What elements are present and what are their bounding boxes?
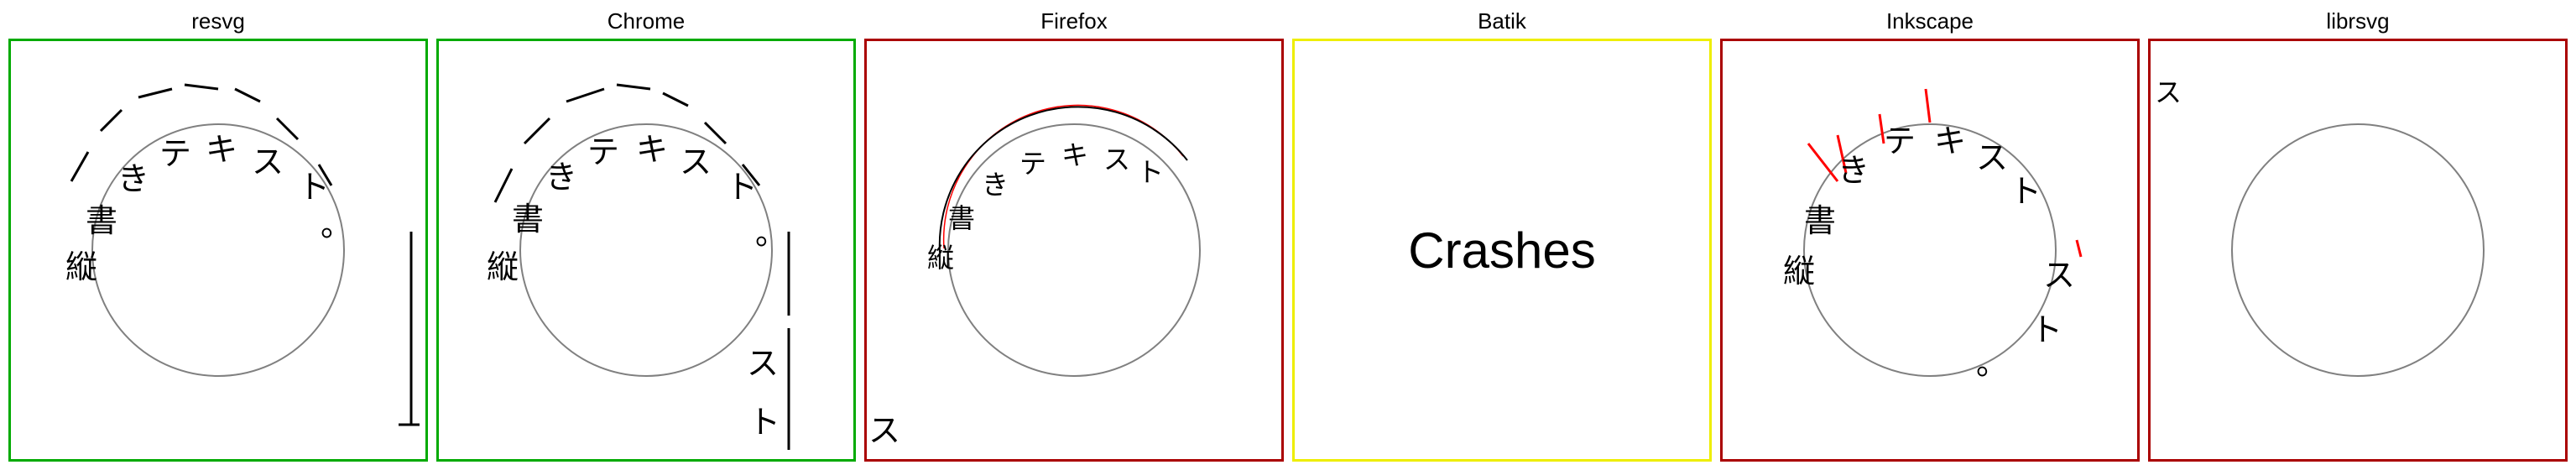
glyph-6: ス bbox=[252, 144, 284, 180]
glyph-2: 書 bbox=[1804, 202, 1836, 239]
reference-circle bbox=[519, 123, 773, 377]
panel-firefox: Firefox 縦 書 き テ キ ス ト ス bbox=[864, 0, 1284, 470]
glyph-8: ス bbox=[2043, 257, 2075, 294]
glyph-2: 書 bbox=[948, 202, 975, 234]
vertical-text: 縦 書 き テ キ ス ト 。 ス ト bbox=[487, 131, 787, 441]
reference-circle bbox=[947, 123, 1201, 377]
render-frame: 縦 書 き テ キ ス ト 。 ス ト bbox=[436, 39, 856, 462]
glyph-6: ス bbox=[1976, 139, 2008, 176]
glyph-1: 縦 bbox=[927, 242, 954, 274]
glyph-8: 。 bbox=[321, 206, 352, 243]
panel-title: Chrome bbox=[607, 8, 686, 34]
vertical-text: 縦 書 き テ キ ス ト 。 bbox=[65, 131, 352, 285]
glyph-2: 書 bbox=[86, 202, 117, 239]
glyph-10: ト bbox=[748, 404, 780, 441]
glyph-6: ス bbox=[680, 144, 712, 180]
glyph-3: き bbox=[117, 160, 149, 197]
render-canvas: 縦 書 き テ キ ス ト ス bbox=[868, 104, 1201, 449]
render-frame: 縦 書 き テ キ ス ト ス ト 。 bbox=[1720, 39, 2140, 462]
render-canvas: 縦 書 き テ キ ス ト 。 ス ト bbox=[487, 83, 790, 450]
glyph-5: キ bbox=[1934, 123, 1966, 159]
render-frame: Crashes bbox=[1292, 39, 1712, 462]
panel-title: Firefox bbox=[1040, 8, 1108, 34]
glyph-3: き bbox=[982, 169, 1009, 201]
glyph-3: き bbox=[1838, 152, 1869, 189]
panel-batik: Batik Crashes bbox=[1292, 0, 1712, 470]
glyph-7: ト bbox=[298, 169, 330, 206]
panel-resvg: resvg 縦 書 き テ キ ス ト 。 bbox=[8, 0, 428, 470]
glyph-1: 縦 bbox=[65, 248, 97, 285]
reference-circle bbox=[1803, 123, 2057, 377]
panel-inkscape: Inkscape 縦 書 き テ キ ス ト ス ト 。 bbox=[1720, 0, 2140, 470]
glyph-8: 。 bbox=[755, 215, 787, 252]
glyph-3: き bbox=[545, 159, 577, 196]
debug-marks bbox=[1807, 88, 2083, 258]
render-canvas: 縦 書 き テ キ ス ト ス ト 。 bbox=[1783, 88, 2083, 382]
glyph-5: キ bbox=[1061, 139, 1088, 171]
glyph-10: 。 bbox=[1976, 345, 2008, 382]
reference-circle bbox=[91, 123, 345, 377]
glyph-7: ト bbox=[1137, 156, 1164, 188]
vertical-text: 縦 書 き テ キ ス ト ス ト 。 bbox=[1783, 123, 2075, 382]
panel-title: librsvg bbox=[2326, 8, 2390, 34]
render-canvas: 縦 書 き テ キ ス ト 。 bbox=[65, 83, 420, 426]
glyph-1: ス bbox=[2155, 76, 2182, 108]
panel-title: Inkscape bbox=[1885, 8, 1974, 34]
render-frame: 縦 書 き テ キ ス ト 。 bbox=[8, 39, 428, 462]
glyph-4: テ bbox=[159, 135, 191, 172]
glyph-4: テ bbox=[587, 133, 619, 170]
glyph-4: テ bbox=[1884, 123, 1916, 159]
glyph-9: ト bbox=[2031, 311, 2062, 348]
panel-title: Batik bbox=[1478, 8, 1526, 34]
glyph-7: ト bbox=[726, 169, 758, 206]
render-canvas: ス bbox=[2155, 76, 2485, 377]
glyph-1: 縦 bbox=[1783, 253, 1815, 290]
panel-librsvg: librsvg ス bbox=[2148, 0, 2568, 470]
glyph-2: 書 bbox=[512, 201, 544, 238]
vertical-text: 縦 書 き テ キ ス ト ス bbox=[868, 139, 1164, 449]
glyph-8: ス bbox=[868, 412, 900, 449]
render-frame: ス bbox=[2148, 39, 2568, 462]
glyph-6: ス bbox=[1103, 144, 1130, 175]
crash-message: Crashes bbox=[1408, 222, 1596, 279]
reference-circle bbox=[2231, 123, 2485, 377]
glyph-1: 縦 bbox=[487, 248, 519, 285]
glyph-7: ト bbox=[2010, 173, 2042, 210]
panel-chrome: Chrome 縦 書 き テ キ ス ト 。 ス ト bbox=[436, 0, 856, 470]
glyph-4: テ bbox=[1019, 148, 1046, 180]
glyph-9: ス bbox=[747, 345, 779, 382]
glyph-5: キ bbox=[206, 131, 237, 168]
vertical-text: ス bbox=[2155, 76, 2182, 108]
glyph-5: キ bbox=[636, 131, 668, 168]
panel-title: resvg bbox=[191, 8, 245, 34]
render-frame: 縦 書 き テ キ ス ト ス bbox=[864, 39, 1284, 462]
